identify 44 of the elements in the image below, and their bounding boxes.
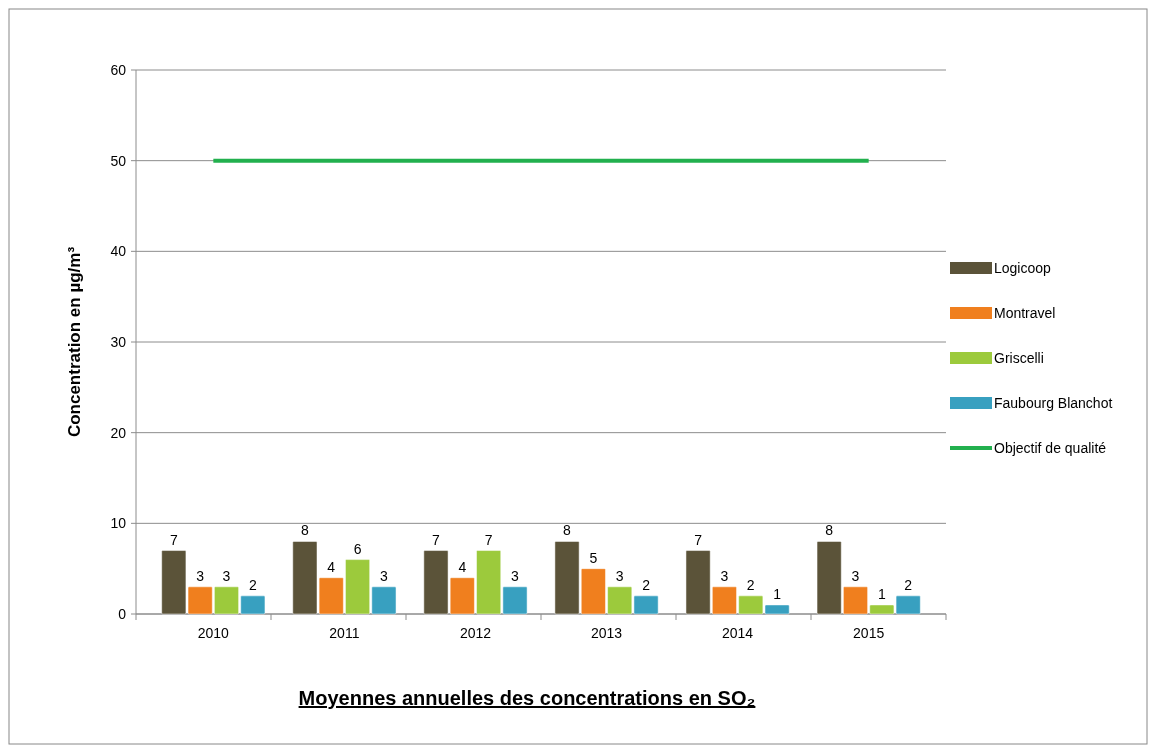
data-label: 2	[248, 576, 257, 593]
x-tick-label: 2014	[722, 625, 754, 641]
data-label: 7	[169, 531, 178, 548]
y-tick-label: 30	[110, 334, 127, 350]
data-label: 2	[642, 576, 651, 593]
data-label: 3	[720, 567, 729, 584]
y-tick-label: 40	[110, 243, 127, 260]
x-tick-label: 2015	[853, 625, 885, 641]
data-label: 3	[851, 567, 860, 584]
y-tick-label: 0	[118, 606, 127, 622]
y-axis-title: Concentration en µg/m³	[65, 246, 84, 438]
data-label: 6	[353, 540, 362, 557]
legend-label: Faubourg Blanchot	[994, 395, 1113, 411]
y-tick-label: 50	[110, 152, 127, 169]
legend-label: Objectif de qualité	[994, 440, 1107, 456]
data-label: 3	[511, 567, 520, 584]
y-tick-label: 60	[110, 62, 127, 78]
x-tick-label: 2011	[329, 625, 360, 641]
legend-label: Montravel	[994, 305, 1056, 321]
text: Moyennes annuelles des concentrations en SO₂	[298, 687, 756, 709]
data-label: 2	[904, 576, 913, 593]
data-label: 1	[877, 585, 886, 602]
x-tick-label: 2010	[197, 625, 230, 641]
data-label: 7	[694, 531, 703, 548]
data-label: 1	[773, 585, 782, 602]
data-label: 3	[196, 567, 205, 584]
data-label: 7	[432, 531, 441, 548]
data-label: 8	[563, 522, 572, 539]
legend-label: Logicoop	[994, 260, 1052, 276]
x-tick-label: 2013	[590, 625, 623, 641]
data-label: 7	[484, 531, 493, 548]
y-tick-label: 20	[110, 424, 127, 441]
data-label: 3	[380, 567, 389, 584]
data-label: 2	[746, 576, 755, 593]
data-label: 8	[300, 522, 309, 539]
data-label: 3	[222, 567, 231, 584]
data-label: 8	[825, 522, 834, 539]
data-label: 5	[589, 549, 598, 566]
data-label: 4	[327, 558, 336, 575]
data-label: 4	[458, 558, 467, 575]
data-label: 3	[615, 567, 624, 584]
x-tick-label: 2012	[459, 625, 492, 641]
legend-label: Griscelli	[994, 350, 1044, 366]
y-tick-label: 10	[110, 515, 127, 532]
